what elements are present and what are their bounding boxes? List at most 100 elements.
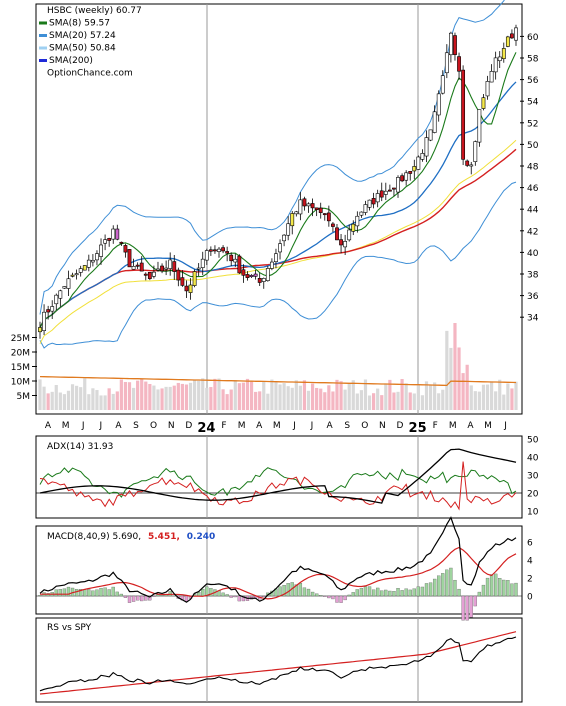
macd-histogram-bar <box>437 575 441 597</box>
volume-bar <box>408 392 412 410</box>
month-label: M <box>449 421 457 431</box>
macd-histogram-bar <box>107 589 111 597</box>
candle-body <box>66 278 71 289</box>
moving-averages <box>39 0 517 349</box>
volume-bar <box>107 388 111 410</box>
volume-average-line <box>39 375 517 387</box>
macd-histogram-bar <box>209 588 213 597</box>
candle-body <box>115 228 120 240</box>
macd-histogram-bar <box>477 591 482 597</box>
adx-tick-label: 10 <box>527 508 539 518</box>
candle-body <box>416 156 421 170</box>
volume-bar <box>302 380 307 410</box>
macd-histogram-bar <box>359 588 364 597</box>
candle-body <box>510 33 514 39</box>
candle-body <box>86 259 91 268</box>
volume-bar <box>445 330 449 410</box>
volume-bar <box>433 382 437 410</box>
candle-body <box>326 212 331 222</box>
candle-body <box>95 253 99 261</box>
volume-bar <box>351 380 355 410</box>
macd-label: MACD(8,40,9) 5.690, 5.451, 0.240 <box>47 532 215 542</box>
candle-body <box>465 160 470 166</box>
volume-bar <box>347 383 351 410</box>
volume-bar <box>111 393 115 410</box>
volume-bar <box>343 389 347 410</box>
candle-body <box>82 265 87 271</box>
candle-body <box>481 97 486 109</box>
candle-body <box>131 266 136 270</box>
price-panel-frame <box>35 3 523 415</box>
volume-bar <box>270 379 274 410</box>
macd-histogram-bar <box>416 586 421 597</box>
candle-body <box>493 57 498 73</box>
candle-body <box>383 190 388 195</box>
candle-body <box>233 258 238 263</box>
volume-bar <box>339 381 343 410</box>
macd-histogram-bar <box>221 592 225 597</box>
macd-histogram-bar <box>144 595 148 601</box>
macd-histogram-bar <box>168 591 172 597</box>
volume-bar <box>119 379 123 410</box>
macd-histogram-bar <box>485 577 490 597</box>
volume-bar <box>315 387 319 410</box>
macd-histogram-bar <box>355 589 359 597</box>
macd-histogram-bar <box>420 586 425 597</box>
volume-bar <box>213 378 217 410</box>
candle-body <box>180 277 185 286</box>
candle-body <box>217 248 221 252</box>
macd-histogram-bar <box>473 595 477 607</box>
candle-body <box>119 241 124 244</box>
volume-bar <box>290 387 294 410</box>
macd-histogram-bar <box>457 588 461 597</box>
candle-body <box>286 223 291 236</box>
month-label: N <box>168 421 175 431</box>
month-label: O <box>361 421 368 431</box>
macd-histogram-bar <box>201 588 205 597</box>
candle-body <box>339 239 343 246</box>
volume-bar <box>160 388 164 410</box>
month-label: A <box>256 421 263 431</box>
volume-bar <box>465 364 469 410</box>
macd-histogram-bar <box>87 589 91 597</box>
candle-body <box>156 268 160 271</box>
candle-body <box>367 199 372 208</box>
month-label: M <box>273 421 281 431</box>
volume-bar <box>481 384 486 410</box>
legend-entry: SMA(50) 50.84 <box>49 44 116 54</box>
candle-body <box>168 259 173 269</box>
volume-bar <box>323 392 327 410</box>
macd-histogram-bar <box>481 584 486 597</box>
macd-histogram-bar <box>506 580 510 597</box>
volume-bar <box>506 383 510 410</box>
macd-histogram-bar <box>441 573 445 597</box>
volume-bar <box>209 387 213 410</box>
candle-body <box>449 32 453 56</box>
bollinger-lower-band <box>39 181 517 349</box>
volume-bar <box>46 393 50 410</box>
candle-body <box>50 306 55 312</box>
candle-body <box>188 284 193 293</box>
macd-histogram-bar <box>103 587 107 597</box>
volume-bar <box>168 386 172 410</box>
candle-body <box>208 249 213 252</box>
price-axis: 34 36 38 40 42 44 46 48 50 52 54 56 58 60 <box>520 33 539 324</box>
volume-bar <box>217 378 221 410</box>
volume-bar <box>221 389 225 410</box>
macd-histogram-bar <box>54 589 58 597</box>
volume-bar <box>254 391 258 410</box>
volume-bar <box>258 391 262 410</box>
candle-body <box>387 189 392 192</box>
candle-body <box>172 261 177 272</box>
macd-histogram-bar <box>99 587 103 597</box>
macd-histogram-bar <box>38 595 42 597</box>
macd-histogram-bar <box>392 591 396 597</box>
volume-tick-label: 15M <box>11 363 30 373</box>
price-tick-label: 42 <box>527 227 538 237</box>
macd-histogram-bar <box>156 594 160 597</box>
macd-histogram-bar <box>314 593 319 597</box>
macd-histogram-bar <box>449 567 453 597</box>
volume-bar <box>428 385 433 410</box>
volume-bar <box>319 388 323 410</box>
rs-label: RS vs SPY <box>47 623 92 633</box>
